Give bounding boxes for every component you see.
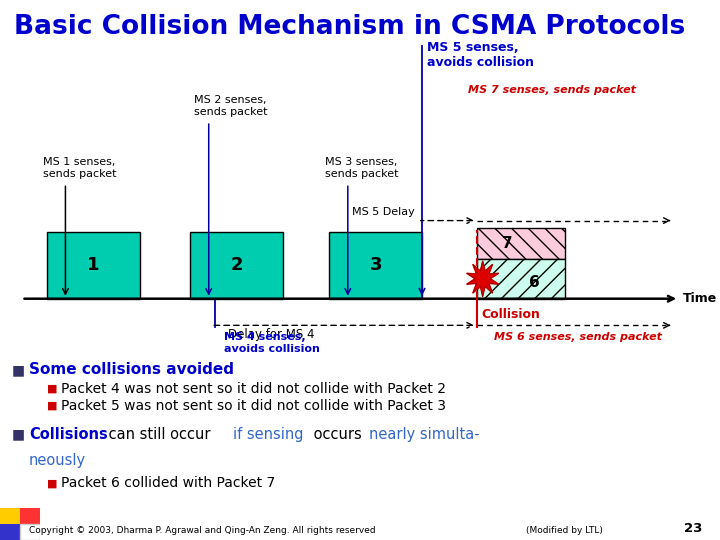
Bar [0, 508, 20, 524]
Text: Collisions: Collisions [29, 427, 107, 442]
Text: Some collisions avoided: Some collisions avoided [29, 362, 234, 377]
Text: MS 7 senses, sends packet: MS 7 senses, sends packet [468, 85, 636, 94]
Text: 2: 2 [230, 256, 243, 274]
Bar [0, 524, 20, 540]
Text: MS 6 senses, sends packet: MS 6 senses, sends packet [494, 333, 662, 342]
Text: ■: ■ [47, 478, 57, 488]
Text: Copyright © 2003, Dharma P. Agrawal and Qing-An Zeng. All rights reserved: Copyright © 2003, Dharma P. Agrawal and … [29, 525, 375, 535]
Text: ■: ■ [47, 384, 57, 394]
Text: Packet 5 was not sent so it did not collide with Packet 3: Packet 5 was not sent so it did not coll… [61, 399, 446, 413]
Text: MS 5 Delay: MS 5 Delay [353, 207, 415, 217]
Text: neously: neously [29, 453, 86, 468]
Text: MS 4 senses,
avoids collision: MS 4 senses, avoids collision [224, 333, 320, 354]
Text: MS 3 senses,
sends packet: MS 3 senses, sends packet [325, 157, 399, 179]
Text: Packet 6 collided with Packet 7: Packet 6 collided with Packet 7 [61, 476, 276, 490]
Bar [190, 232, 283, 299]
Text: 1: 1 [87, 256, 99, 274]
Bar [20, 508, 40, 524]
Text: nearly simulta-: nearly simulta- [369, 427, 480, 442]
Text: MS 2 senses,
sends packet: MS 2 senses, sends packet [194, 95, 268, 117]
Bar [477, 228, 565, 259]
Text: ■: ■ [12, 428, 24, 442]
Text: 23: 23 [683, 522, 702, 535]
Text: MS 1 senses,
sends packet: MS 1 senses, sends packet [42, 157, 116, 179]
Text: 6: 6 [529, 275, 540, 290]
Text: Delay for MS 4: Delay for MS 4 [228, 328, 315, 341]
Text: can still occur: can still occur [104, 427, 215, 442]
Bar [47, 232, 140, 299]
Text: Packet 4 was not sent so it did not collide with Packet 2: Packet 4 was not sent so it did not coll… [61, 382, 446, 396]
Text: Time: Time [683, 292, 718, 305]
Text: 3: 3 [369, 256, 382, 274]
Text: if sensing: if sensing [233, 427, 303, 442]
Text: ■: ■ [47, 401, 57, 411]
Polygon shape [467, 261, 499, 296]
Bar [477, 259, 565, 299]
Text: Collision: Collision [481, 308, 540, 321]
Text: 7: 7 [503, 236, 513, 251]
Text: MS 5 senses,
avoids collision: MS 5 senses, avoids collision [427, 41, 534, 69]
Text: ■: ■ [12, 363, 24, 377]
Bar [20, 524, 40, 540]
Text: (Modified by LTL): (Modified by LTL) [526, 525, 603, 535]
Text: Basic Collision Mechanism in CSMA Protocols: Basic Collision Mechanism in CSMA Protoc… [14, 14, 685, 39]
Bar [329, 232, 422, 299]
Text: occurs: occurs [308, 427, 366, 442]
